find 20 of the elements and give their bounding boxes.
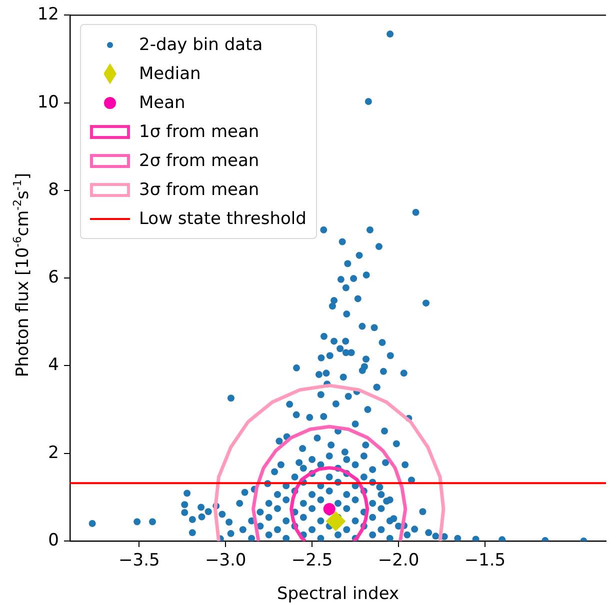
x-tick-label: −1.5	[464, 550, 506, 571]
legend-label: 3σ from mean	[139, 180, 260, 200]
y-tick-label: 12	[37, 4, 59, 25]
legend-label: Mean	[139, 92, 186, 113]
legend-label: Low state threshold	[139, 208, 306, 229]
y-tick-label: 6	[48, 268, 59, 288]
y-tick-label: 0	[48, 530, 59, 550]
legend-label: 2σ from mean	[139, 150, 260, 171]
y-tick-label: 10	[37, 92, 59, 112]
x-axis-title: Spectral index	[276, 584, 400, 604]
legend-label: 2-day bin data	[139, 34, 263, 55]
y-tick-label: 8	[48, 180, 59, 200]
legend-label: 1σ from mean	[139, 122, 260, 142]
y-tick-label: 4	[48, 355, 59, 376]
y-tick-label: 2	[48, 442, 59, 463]
x-tick-label: −3.0	[204, 550, 246, 571]
x-tick-label: −2.5	[291, 550, 333, 571]
x-tick-label: −2.0	[378, 550, 420, 571]
legend-label: Median	[139, 64, 201, 84]
x-tick-label: −3.5	[118, 550, 160, 571]
